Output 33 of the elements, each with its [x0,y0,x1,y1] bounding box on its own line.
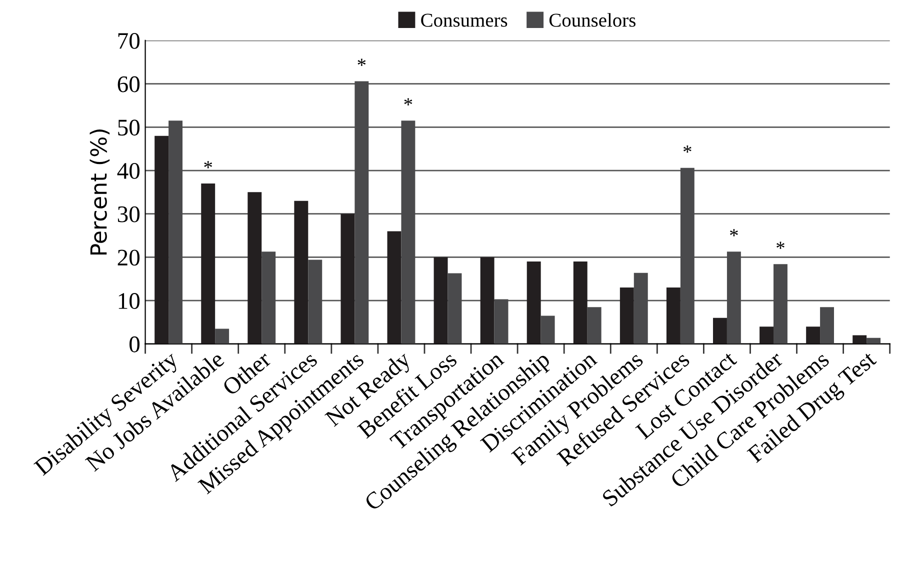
bar [526,262,541,344]
legend-label: Consumers [421,14,508,27]
bar [387,231,402,344]
bar [806,326,820,344]
bar [294,200,308,344]
y-tick-label: 40 [117,163,140,179]
bar [340,214,355,344]
bar [666,288,680,344]
y-tick-label: 20 [118,250,140,266]
annotation: * [684,145,692,153]
legend-label: Counselors [549,13,636,27]
bar [480,257,494,344]
bar [248,192,262,344]
bar [573,262,588,344]
y-tick-label: 50 [118,120,140,136]
annotation: * [730,229,738,236]
bar [713,318,727,344]
bar [852,335,867,344]
annotation: * [204,161,212,168]
y-axis-title: Percent (%) [90,130,110,255]
y-tick-label: 0 [130,336,140,352]
bar [760,326,774,344]
y-tick-label: 10 [118,293,140,309]
bar [434,257,448,344]
y-tick-label: 70 [118,32,140,49]
bar [620,288,634,344]
bar [201,184,216,344]
annotation: * [358,58,366,66]
annotation: * [776,242,784,249]
y-tick-label: 30 [118,206,140,222]
bar [154,136,169,344]
annotation: * [404,98,412,106]
y-tick-label: 60 [118,76,140,92]
